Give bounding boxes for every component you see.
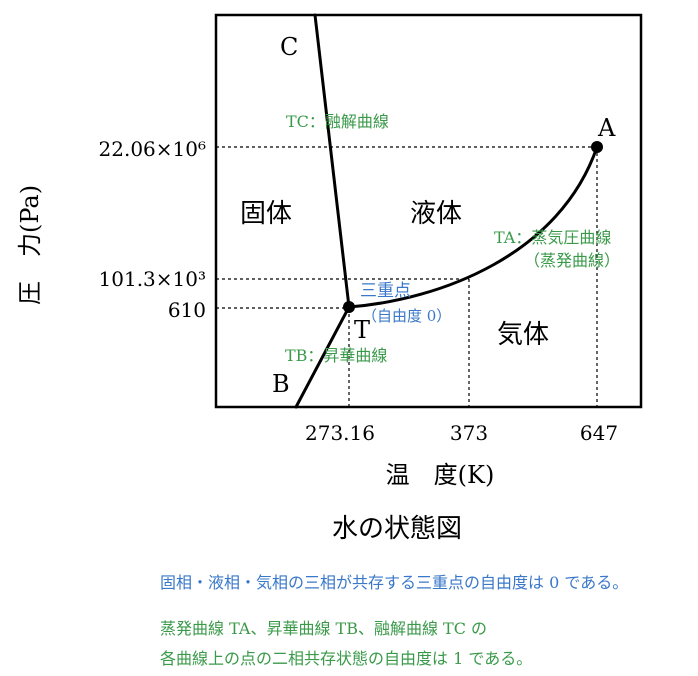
- vaporization-curve-ta: [347, 145, 599, 309]
- note-curves-line1: 蒸発曲線 TA、昇華曲線 TB、融解曲線 TC の: [160, 619, 488, 638]
- ytick-610: 610: [168, 298, 206, 322]
- ytick-22: 22.06×10⁶: [99, 137, 206, 161]
- xtick-647: 647: [580, 421, 618, 445]
- phase-curves: [294, 13, 599, 409]
- label-melting-curve: TC：融解曲線: [286, 112, 389, 131]
- label-evaporation-curve: （蒸発曲線）: [524, 251, 620, 270]
- sublimation-curve-tb: [294, 305, 351, 409]
- point-label-b: B: [272, 370, 290, 398]
- y-axis-label: 圧 力(Pa): [16, 185, 44, 305]
- label-triple-point: 三重点: [360, 281, 411, 301]
- ytick-101: 101.3×10³: [99, 267, 206, 291]
- melting-curve-tc: [313, 13, 351, 309]
- region-solid: 固体: [240, 199, 292, 229]
- diagram-title: 水の状態図: [332, 514, 462, 544]
- label-sublimation-curve: TB：昇華曲線: [285, 346, 387, 365]
- point-label-a: A: [597, 114, 616, 142]
- triple-point-dot: [343, 301, 355, 313]
- note-curves-line2: 各曲線上の点の二相共存状態の自由度は 1 である。: [160, 649, 533, 668]
- x-axis-label: 温 度(K): [386, 461, 495, 489]
- region-liquid: 液体: [410, 199, 462, 229]
- guide-lines: [216, 146, 598, 407]
- label-degrees-of-freedom: （自由度 0）: [362, 307, 451, 325]
- critical-point-dot: [591, 141, 603, 153]
- point-label-t: T: [354, 316, 370, 344]
- plot-frame: [214, 13, 643, 409]
- point-label-c: C: [280, 33, 298, 61]
- xtick-273: 273.16: [305, 421, 375, 445]
- label-vapor-curve: TA：蒸気圧曲線: [494, 228, 611, 247]
- xtick-373: 373: [450, 421, 488, 445]
- note-triple-point: 固相・液相・気相の三相が共存する三重点の自由度は 0 である。: [160, 573, 629, 592]
- region-gas: 気体: [497, 320, 549, 350]
